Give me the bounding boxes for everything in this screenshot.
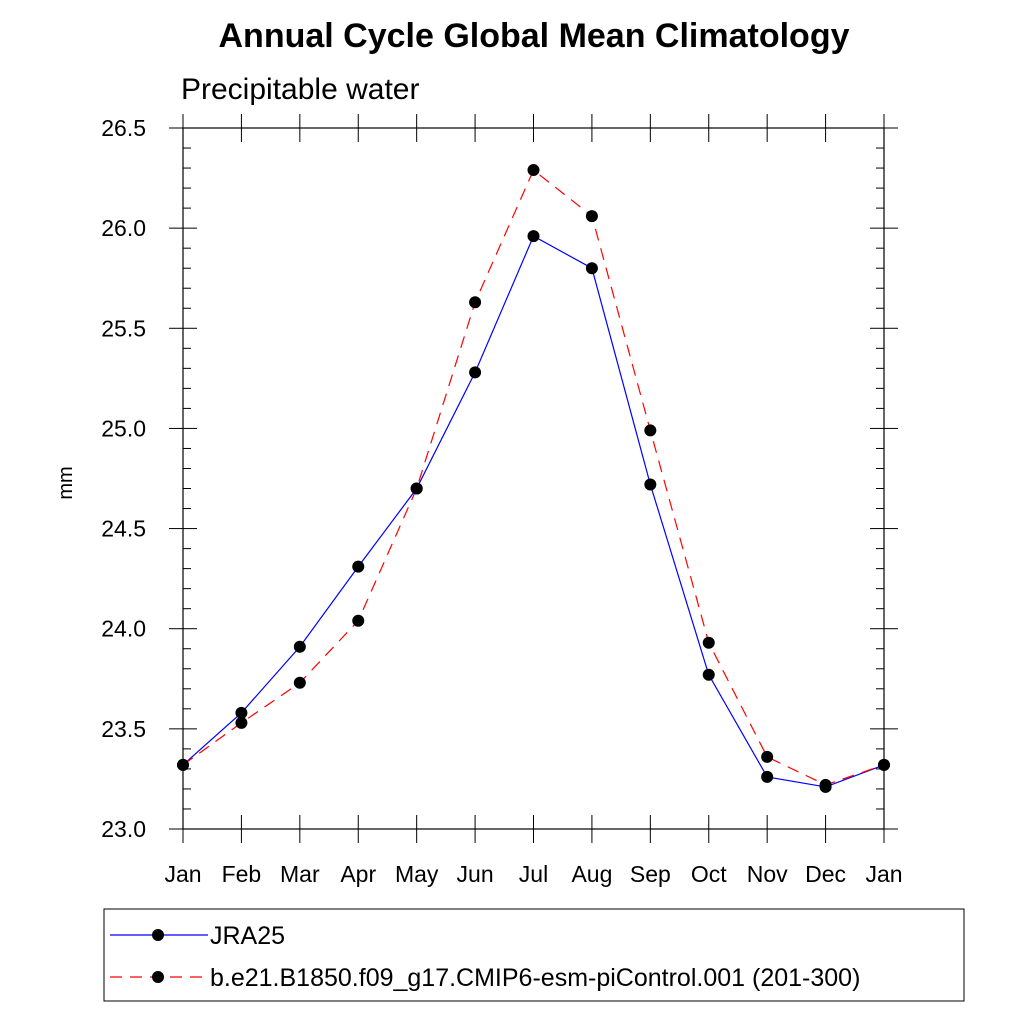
x-tick-label: Aug: [571, 861, 612, 887]
series-2-point: [585, 210, 598, 223]
legend-marker-1: [152, 929, 164, 941]
y-tick-label: 26.0: [101, 215, 146, 241]
series-2-point: [352, 614, 365, 627]
legend-label-1: JRA25: [210, 922, 285, 950]
series-2-point: [761, 750, 774, 763]
series-2-point: [527, 164, 540, 177]
x-tick-label: Jan: [865, 861, 902, 887]
series-1-point: [527, 230, 540, 243]
legend-marker-2: [152, 971, 164, 983]
series-2-point: [878, 758, 890, 771]
chart-title: Annual Cycle Global Mean Climatology: [219, 17, 850, 55]
y-tick-label: 24.0: [101, 616, 146, 642]
y-tick-label: 24.5: [101, 516, 146, 542]
series-2-point: [644, 424, 657, 437]
x-tick-label: Oct: [691, 861, 727, 887]
series-line-1: [182, 235, 885, 788]
series-2-point: [410, 482, 423, 495]
series-2-point: [177, 758, 189, 771]
x-tick-label: Apr: [340, 861, 376, 887]
series-1-point: [585, 262, 598, 275]
y-tick-label: 25.5: [101, 315, 146, 341]
x-tick-label: Jun: [457, 861, 494, 887]
legend: JRA25 b.e21.B1850.f09_g17.CMIP6-esm-piCon…: [103, 908, 965, 1002]
series-line-2: [182, 169, 885, 786]
x-tick-label: Sep: [630, 861, 671, 887]
series-1-point: [235, 706, 248, 719]
y-tick-label: 23.5: [101, 716, 146, 742]
x-tick-label: Nov: [747, 861, 788, 887]
x-tick-label: May: [395, 861, 439, 887]
chart-subtitle: Precipitable water: [181, 73, 419, 106]
legend-box: [103, 908, 965, 1002]
y-tick-label: 23.0: [101, 816, 146, 842]
series-2-point: [235, 716, 248, 729]
y-tick-label: 26.5: [101, 115, 146, 141]
legend-label-2: b.e21.B1850.f09_g17.CMIP6-esm-piControl.…: [210, 964, 860, 992]
series-1-point: [352, 560, 365, 573]
y-axis-label: mm: [55, 466, 77, 499]
series-1-point: [644, 478, 657, 491]
y-tick-label: 25.0: [101, 415, 146, 441]
series-1-point: [293, 640, 306, 653]
series-1-point: [469, 366, 482, 379]
series-1-point: [761, 770, 774, 783]
series-2-point: [702, 636, 715, 649]
x-tick-label: Feb: [222, 861, 262, 887]
x-tick-label: Dec: [805, 861, 846, 887]
plot-area: 23.0 23.5 24.0 24.5 25.0 25.5 26.0 26.5 Jan Feb Ma…: [101, 114, 903, 887]
series-2-point: [819, 778, 832, 791]
x-tick-label: Mar: [280, 861, 320, 887]
series-2-point: [293, 676, 306, 689]
x-tick-label: Jan: [164, 861, 201, 887]
series-2-point: [469, 296, 482, 309]
x-tick-label: Jul: [519, 861, 548, 887]
series-1-point: [702, 668, 715, 681]
